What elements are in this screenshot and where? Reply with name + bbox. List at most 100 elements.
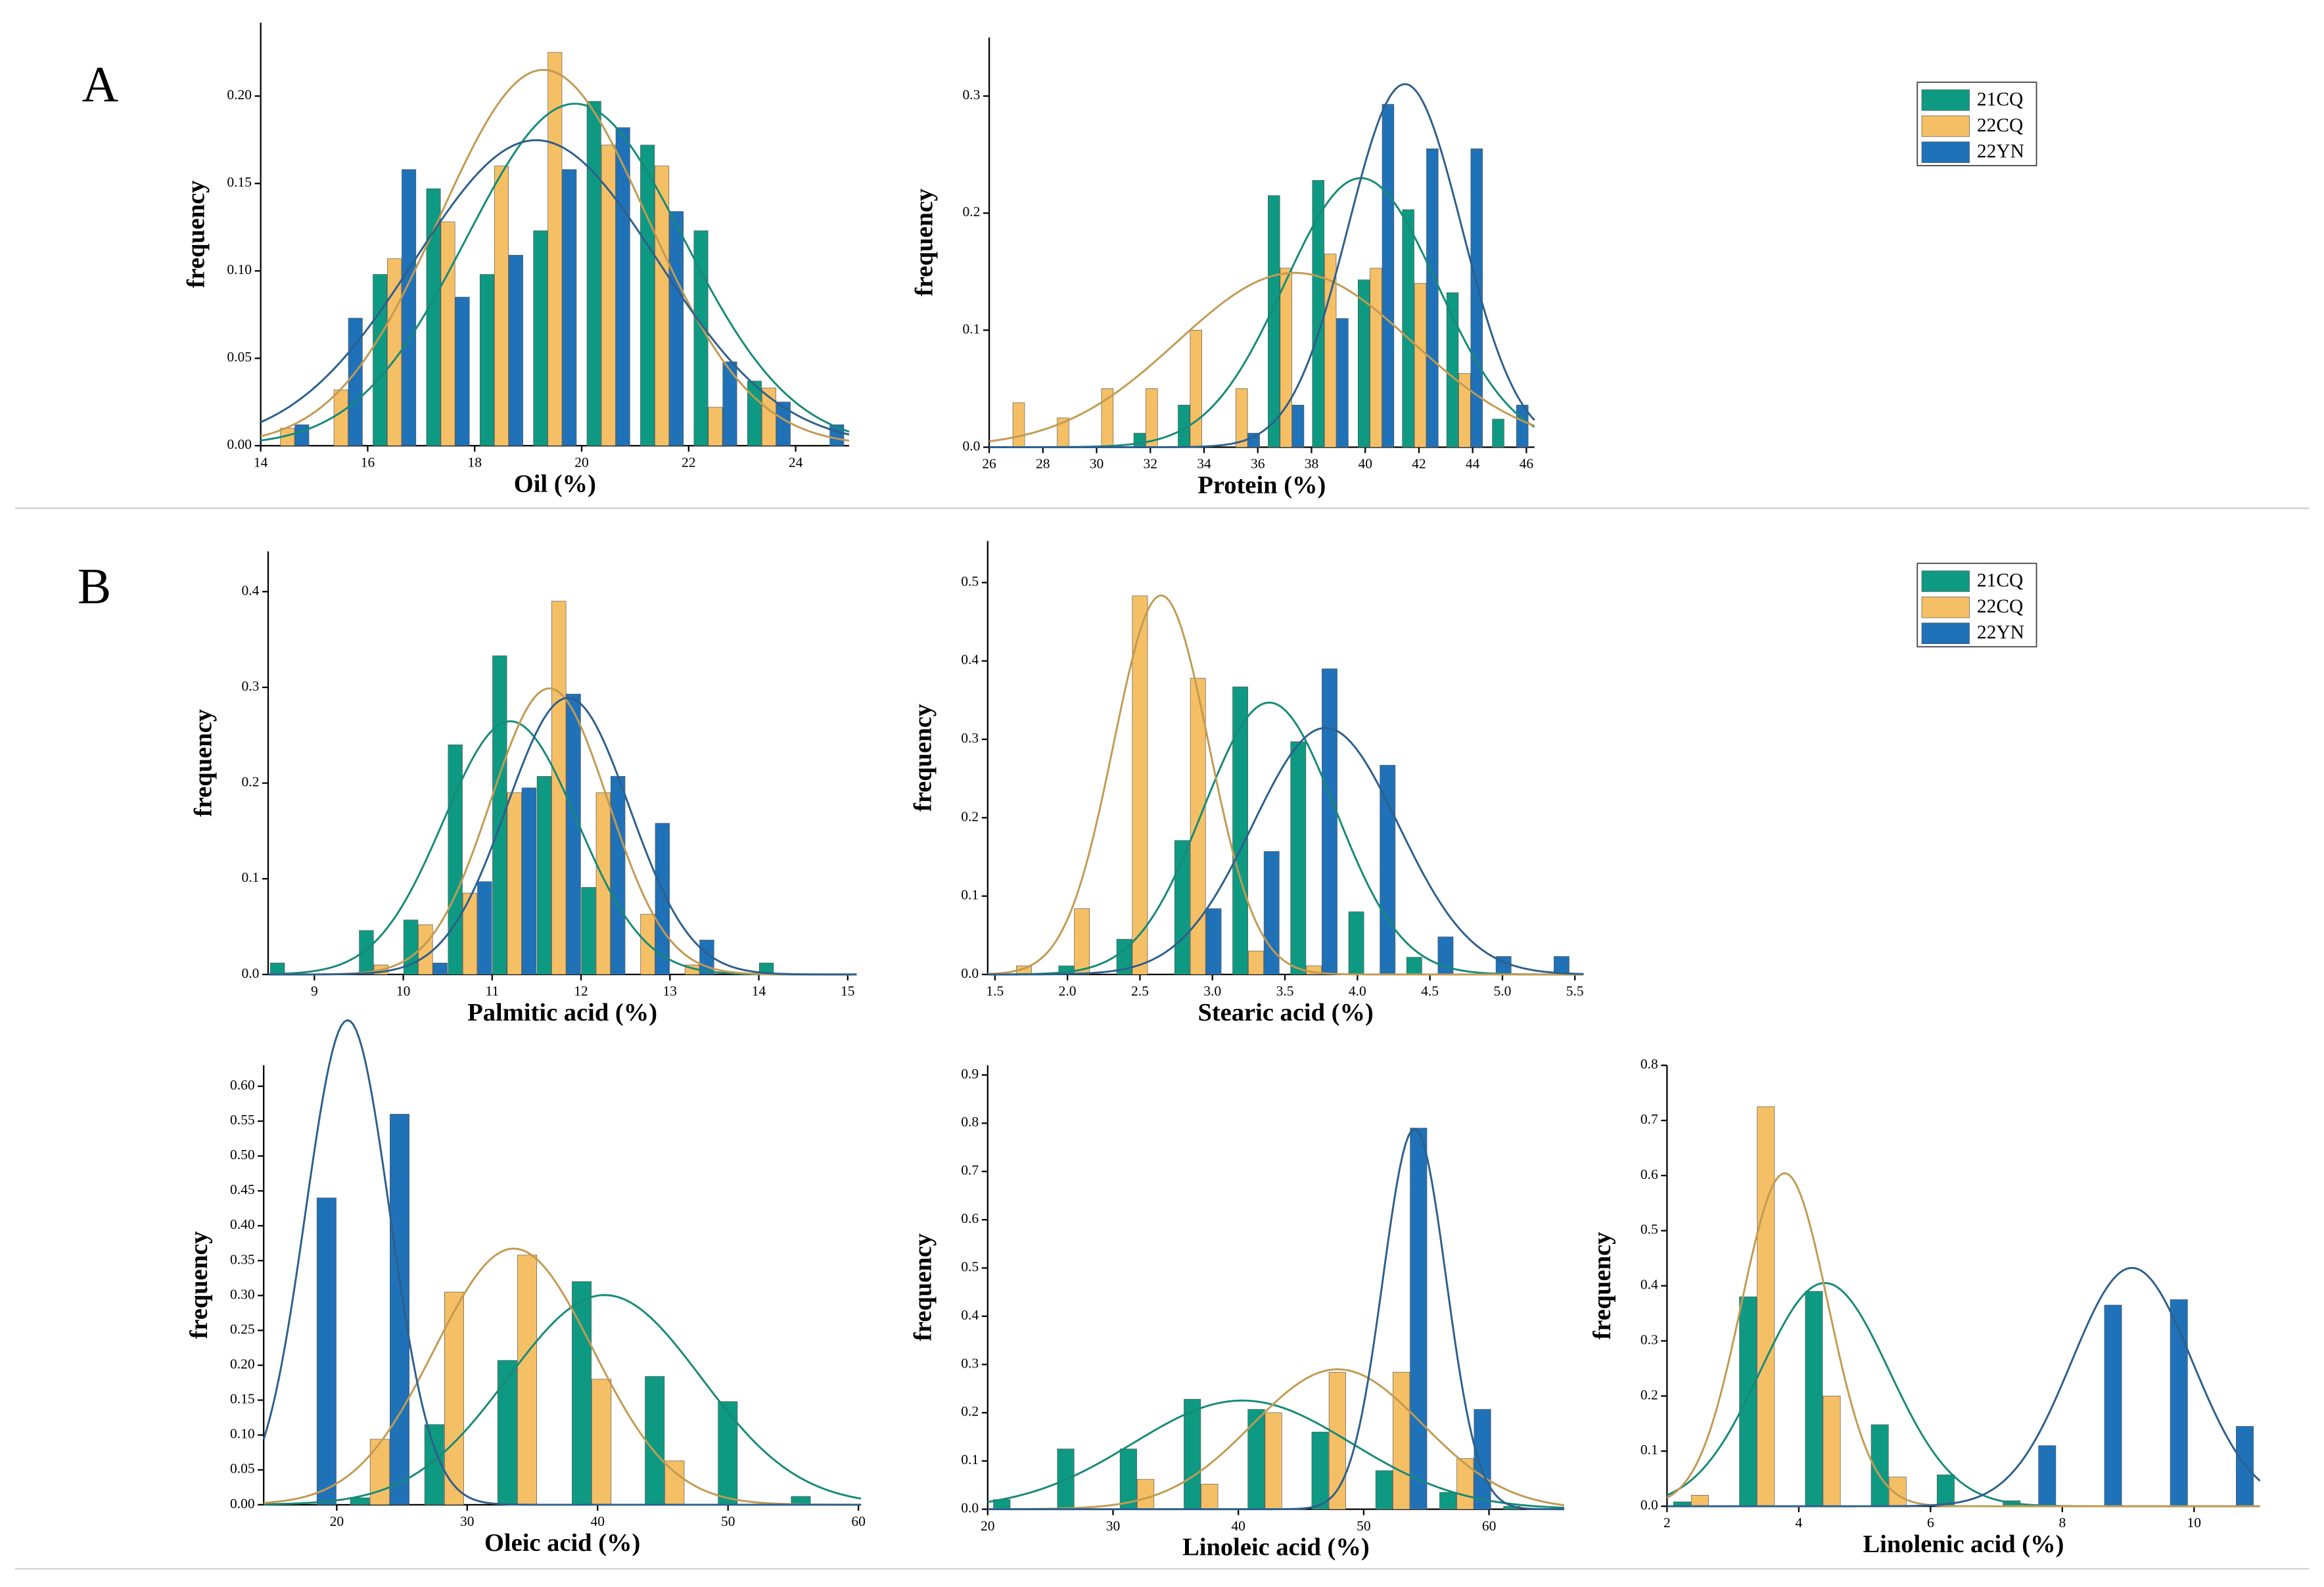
bar xyxy=(1888,1477,1907,1507)
y-tick-label: 0.4 xyxy=(961,1307,979,1323)
bar xyxy=(350,1497,370,1506)
bar xyxy=(432,963,448,975)
bar xyxy=(761,388,776,446)
y-tick-label: 0.6 xyxy=(961,1210,979,1226)
y-tick-label: 0.0 xyxy=(961,1500,979,1516)
x-tick-label: 14 xyxy=(254,454,268,470)
y-tick-label: 0.8 xyxy=(961,1114,979,1130)
x-axis-title: Protein (%) xyxy=(1197,472,1326,499)
x-tick-label: 20 xyxy=(981,1518,995,1534)
y-tick-label: 0.05 xyxy=(227,349,252,365)
x-tick-label: 50 xyxy=(721,1513,735,1529)
panel: 0.00 0.05 0.10 0.15 0.20 0.25 0.30 0.35 0.40 0.45… xyxy=(185,1019,866,1557)
y-tick-label: 0.20 xyxy=(227,87,252,103)
y-axis-title: frequency xyxy=(185,1231,213,1339)
x-axis-title: Linolenic acid (%) xyxy=(1863,1530,2064,1558)
bar xyxy=(1370,267,1382,448)
bar xyxy=(1265,1412,1282,1509)
y-tick-label: 0.7 xyxy=(961,1162,979,1178)
x-tick-label: 20 xyxy=(330,1513,344,1529)
bar xyxy=(462,892,478,975)
y-tick-label: 0.25 xyxy=(230,1321,255,1337)
panel-label: A xyxy=(82,56,119,112)
bar xyxy=(1248,950,1264,975)
y-axis-title: frequency xyxy=(909,1233,937,1341)
x-tick-label: 42 xyxy=(1412,456,1426,472)
bar xyxy=(1133,432,1146,448)
bar xyxy=(536,776,552,975)
legend-swatch xyxy=(1921,141,1970,163)
bar xyxy=(1132,595,1148,975)
legend-label: 22CQ xyxy=(1977,596,2023,617)
x-tick-label: 50 xyxy=(1357,1518,1371,1534)
bar xyxy=(1190,330,1202,448)
fit-curve xyxy=(1666,1172,2260,1507)
x-tick-label: 10 xyxy=(2187,1515,2202,1530)
y-tick-label: 0.1 xyxy=(961,887,979,903)
bar xyxy=(294,424,310,446)
bar xyxy=(1458,373,1471,448)
bar xyxy=(2038,1445,2057,1507)
y-tick-label: 0.4 xyxy=(961,652,979,668)
x-tick-label: 9 xyxy=(311,983,318,999)
bar xyxy=(640,145,655,446)
x-tick-label: 18 xyxy=(467,454,482,470)
x-tick-label: 22 xyxy=(682,454,696,470)
y-tick-label: 0.1 xyxy=(961,1452,979,1467)
y-tick-label: 0.00 xyxy=(230,1496,255,1511)
y-axis-title: frequency xyxy=(182,180,210,288)
x-tick-label: 40 xyxy=(1358,456,1372,472)
x-tick-label: 60 xyxy=(1482,1518,1497,1534)
x-tick-label: 16 xyxy=(361,454,375,470)
fit-curve xyxy=(987,1128,1565,1511)
x-tick-label: 38 xyxy=(1305,456,1319,472)
x-tick-label: 10 xyxy=(396,983,411,999)
y-tick-label: 0.10 xyxy=(227,262,252,277)
x-tick-label: 3.0 xyxy=(1203,983,1221,999)
x-tick-label: 8 xyxy=(2058,1515,2066,1530)
bar xyxy=(507,792,522,975)
y-tick-label: 0.7 xyxy=(1640,1111,1658,1127)
x-tick-label: 1.5 xyxy=(986,983,1004,999)
legend-label: 22CQ xyxy=(1977,115,2023,136)
bar xyxy=(448,745,463,975)
panel: 0.0 0.1 0.2 0.3 0.4 0.5 1.5 2.0 2.5 3.0 3.5 4.0 4.5 5… xyxy=(909,541,2037,1026)
y-tick-label: 0.15 xyxy=(230,1391,255,1407)
x-tick-label: 30 xyxy=(460,1513,475,1529)
bar xyxy=(747,380,762,446)
y-tick-label: 0.00 xyxy=(227,436,252,452)
bar xyxy=(1205,908,1222,975)
x-tick-label: 34 xyxy=(1197,456,1211,472)
bar xyxy=(581,887,596,975)
legend-label: 21CQ xyxy=(1977,89,2023,110)
x-tick-label: 44 xyxy=(1466,456,1480,472)
legend-swatch xyxy=(1921,596,1970,618)
x-tick-label: 4 xyxy=(1795,1515,1802,1530)
y-tick-label: 0.1 xyxy=(963,321,981,336)
bar xyxy=(1936,1474,1955,1507)
bar xyxy=(1312,180,1324,448)
bar xyxy=(1439,1492,1457,1509)
panel-label: B xyxy=(78,558,111,614)
y-tick-label: 0.30 xyxy=(230,1286,255,1302)
y-tick-label: 0.2 xyxy=(961,808,979,824)
y-tick-label: 0.40 xyxy=(230,1216,255,1232)
y-tick-label: 0.4 xyxy=(1640,1277,1658,1293)
bar xyxy=(1823,1396,1841,1507)
panel: 0.0 0.1 0.2 0.3 26 28 30 32 34 36 38 40 42 44 46 Protei… xyxy=(911,37,2037,499)
bar xyxy=(497,1360,517,1506)
bar xyxy=(601,145,616,446)
y-tick-label: 0.5 xyxy=(961,573,979,589)
x-tick-label: 60 xyxy=(851,1513,866,1529)
y-tick-label: 0.5 xyxy=(1640,1222,1658,1237)
bar xyxy=(533,230,548,446)
x-tick-label: 26 xyxy=(982,456,996,472)
x-tick-label: 36 xyxy=(1251,456,1265,472)
bar xyxy=(316,1197,337,1506)
bar xyxy=(1311,1431,1329,1509)
y-tick-label: 0.60 xyxy=(230,1077,255,1093)
x-tick-label: 14 xyxy=(752,983,766,999)
bar xyxy=(655,823,670,975)
y-tick-label: 0.0 xyxy=(961,965,979,981)
